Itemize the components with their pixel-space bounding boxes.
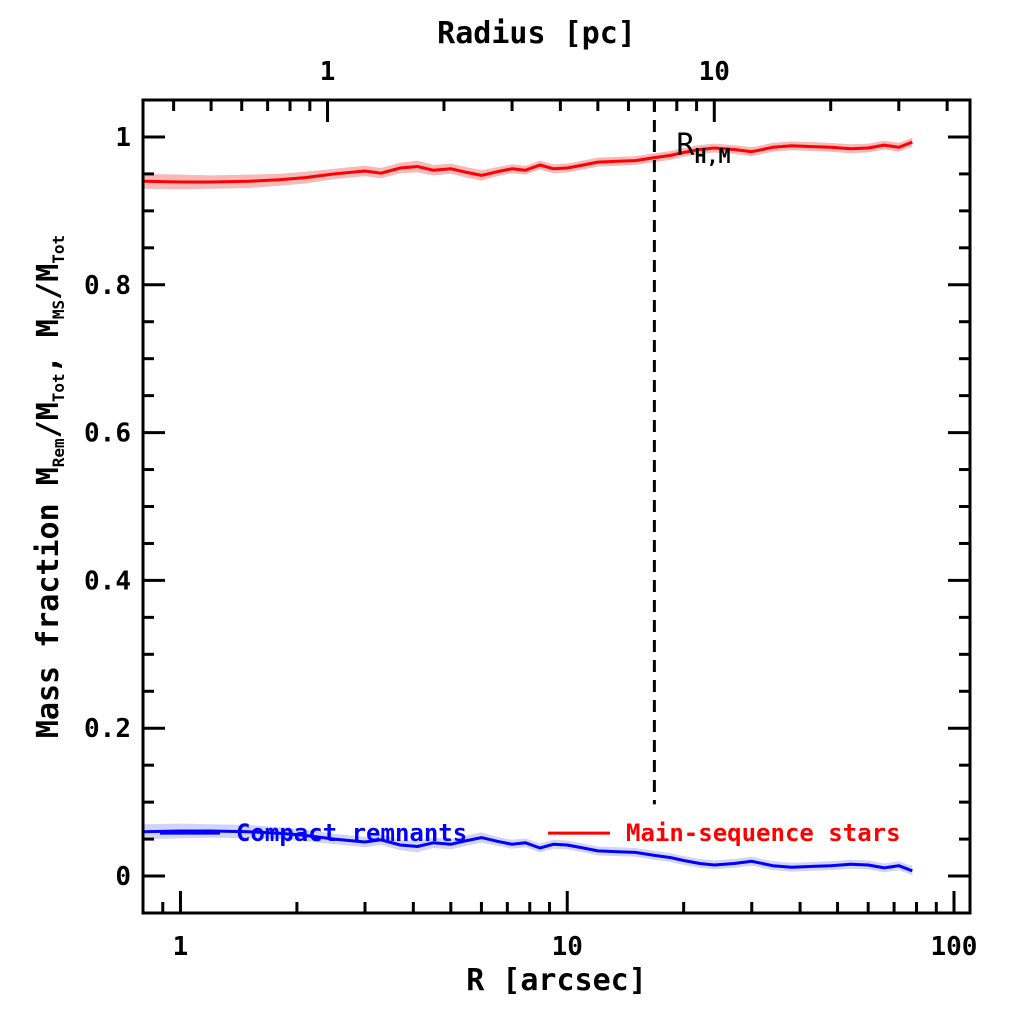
main-sequence-line <box>142 140 913 184</box>
confidence-bands <box>143 137 913 876</box>
legend: Compact remnants Main-sequence stars <box>160 819 901 847</box>
legend-label-main-sequence: Main-sequence stars <box>626 819 901 847</box>
y-tick-label: 0.8 <box>84 271 131 301</box>
plot-frame <box>141 98 972 915</box>
x-tick-label: 10 <box>552 932 583 962</box>
legend-label-remnants: Compact remnants <box>236 819 467 847</box>
y-tick-label: 0.6 <box>84 419 131 449</box>
x-axis-label: R [arcsec] <box>466 963 647 998</box>
x-tick-label: 100 <box>931 932 978 962</box>
series-lines <box>142 140 913 873</box>
remnants-line <box>142 829 913 873</box>
main-sequence-band <box>143 137 913 190</box>
top-tick-label: 1 <box>320 57 336 87</box>
y-tick-label: 1 <box>115 123 131 153</box>
x-tick-label: 1 <box>173 932 189 962</box>
axis-ticks <box>141 98 970 915</box>
remnants-band <box>143 823 913 876</box>
y-tick-label: 0.2 <box>84 714 131 744</box>
y-axis-label: Mass fraction MRem/MTot, MMS/MTot <box>31 235 68 738</box>
top-tick-label: 10 <box>699 57 730 87</box>
y-tick-label: 0 <box>115 862 131 892</box>
top-x-axis-label: Radius [pc] <box>437 16 636 51</box>
half-mass-radius-label: RH,M <box>676 128 730 168</box>
y-tick-label: 0.4 <box>84 566 131 596</box>
